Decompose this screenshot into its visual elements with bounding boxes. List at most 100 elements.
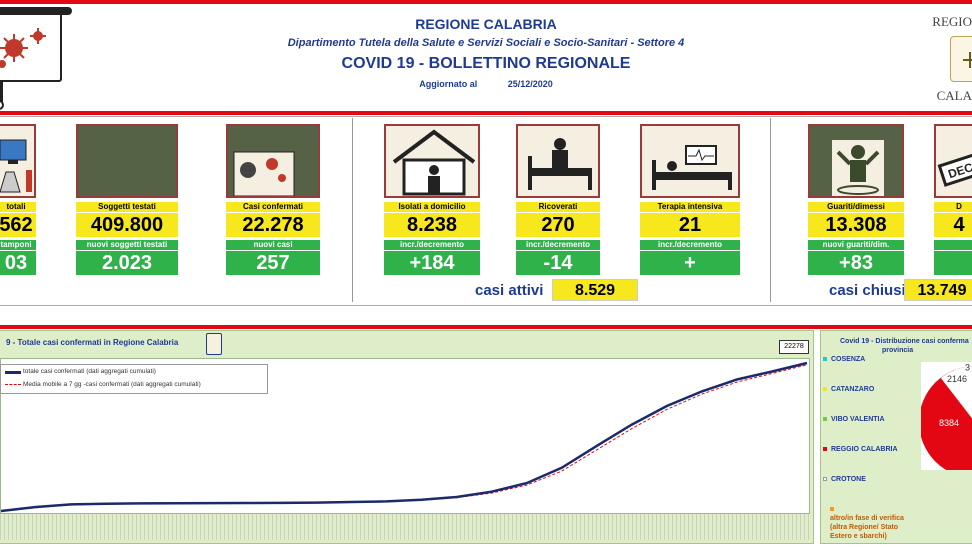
province-title: Covid 19 - Distribuzione casi conferma p… — [826, 337, 972, 355]
updated-line: Aggiornato al 25/12/2020 — [0, 79, 972, 89]
legend-dot-icon — [830, 507, 834, 512]
card-label: Guariti/dimessi — [808, 202, 904, 212]
note-line2: (altra Regione/ Stato — [830, 524, 899, 531]
recovered-picture — [808, 124, 904, 198]
line-chart — [0, 361, 808, 513]
tested-people-picture — [76, 124, 178, 198]
pie-area: 8384 2146 3 — [919, 362, 972, 478]
chart-title: 9 - Totale casi confermati in Regione Ca… — [6, 338, 179, 347]
note-line1: altro/in fase di verifica — [830, 515, 904, 522]
deceased-stamp-icon: DEC — [937, 145, 972, 187]
card-value: 4 — [934, 213, 972, 237]
card-label: D — [934, 202, 972, 212]
x-axis-ticks — [0, 514, 810, 540]
card-sub-label: nuovi guariti/dim. — [808, 240, 904, 250]
province-title-line1: Covid 19 - Distribuzione casi conferma — [840, 338, 969, 345]
card-sub-value — [934, 251, 972, 275]
card-value: 21 — [640, 213, 740, 237]
legend-swatch-total — [5, 371, 21, 374]
bottom-red-line — [0, 325, 972, 329]
virus-sign-icon — [0, 7, 72, 110]
card-label: Ricoverati — [516, 202, 600, 212]
legend-dot-icon — [823, 357, 827, 362]
card-value: 13.308 — [808, 213, 904, 237]
deceased-picture: DEC — [934, 124, 972, 198]
card-sub-value: 257 — [226, 251, 320, 275]
card-sub-label: incr./decremento — [384, 240, 480, 250]
chart-seal-icon — [206, 333, 222, 355]
region-logo: REGIO CALA — [932, 8, 972, 108]
card-sub-label — [934, 240, 972, 250]
mid-red-line — [0, 111, 972, 115]
card-sub-value: 03 — [0, 251, 36, 275]
recovered-person-icon — [832, 140, 884, 196]
home-isolation-picture — [384, 124, 480, 198]
card-label: Soggetti testati — [76, 202, 178, 212]
card-sub-label: nuovi casi — [226, 240, 320, 250]
pie-label-reggio: 8384 — [939, 418, 959, 428]
card-sub-label: nuovi soggetti testati — [76, 240, 178, 250]
hospital-bed-icon — [528, 138, 592, 190]
card-sub-value: +83 — [808, 251, 904, 275]
card-sub-label: tamponi — [0, 240, 36, 250]
hospitalized-picture — [516, 124, 600, 198]
closed-cases-label: casi chiusi — [829, 282, 906, 299]
note-line3: Estero e sbarchi) — [830, 533, 887, 540]
house-icon — [392, 129, 476, 196]
card-sub-value: +184 — [384, 251, 480, 275]
icu-bed-icon — [652, 145, 732, 190]
card-label: totali — [0, 202, 36, 212]
bulletin-title: COVID 19 - BOLLETTINO REGIONALE — [341, 55, 631, 72]
card-value: 562 — [0, 213, 36, 237]
card-sub-label: incr./decremento — [640, 240, 740, 250]
department-title: Dipartimento Tutela della Salute e Servi… — [287, 37, 685, 49]
legend-dot-icon — [823, 477, 827, 482]
card-sub-value: -14 — [516, 251, 600, 275]
computer-lab-icon — [0, 139, 32, 193]
card-label: Terapia intensiva — [640, 202, 740, 212]
active-cases-value: 8.529 — [552, 279, 638, 301]
closed-cases-value: 13.749 — [904, 279, 972, 301]
province-cosenza: COSENZA — [823, 356, 865, 363]
chart-end-label: 22278 — [779, 340, 809, 354]
card-sub-value: 2.023 — [76, 251, 178, 275]
pie-label-catanzaro: 2146 — [947, 374, 967, 384]
legend-item-avg: Media mobile a 7 gg -casi confermati (da… — [23, 381, 201, 388]
pie-label-small: 3 — [965, 362, 970, 372]
legend-dot-icon — [823, 387, 827, 392]
card-label: Isolati a domicilio — [384, 202, 480, 212]
logo-text-bottom: CALA — [936, 88, 972, 103]
province-crotone: CROTONE — [823, 476, 866, 483]
sick-person-icon — [233, 151, 295, 196]
card-label: Casi confermati — [226, 202, 320, 212]
province-pie-chart: 8384 2146 3 — [919, 362, 972, 478]
intensive-care-picture — [640, 124, 740, 198]
confirmed-cases-picture — [226, 124, 320, 198]
tests-picture — [0, 124, 36, 198]
province-title-line2: provincia — [882, 347, 914, 354]
region-seal-icon — [950, 36, 972, 82]
province-vibo: VIBO VALENTIA — [823, 416, 885, 423]
card-sub-value: + — [640, 251, 740, 275]
updated-date: 25/12/2020 — [507, 79, 553, 89]
separator — [352, 118, 353, 302]
card-sub-label: incr./decremento — [516, 240, 600, 250]
card-value: 270 — [516, 213, 600, 237]
series-line-total — [0, 361, 808, 513]
pie-slice-catanzaro — [940, 365, 972, 419]
legend-dot-icon — [823, 417, 827, 422]
province-catanzaro: CATANZARO — [823, 386, 874, 393]
logo-text-top: REGIO — [932, 14, 972, 29]
legend-swatch-avg — [5, 384, 21, 385]
people-crowd-icon — [78, 126, 176, 196]
region-title: REGIONE CALABRIA — [415, 16, 557, 32]
active-cases-label: casi attivi — [475, 282, 544, 299]
card-value: 409.800 — [76, 213, 178, 237]
updated-label: Aggiornato al — [419, 79, 478, 89]
card-value: 22.278 — [226, 213, 320, 237]
card-value: 8.238 — [384, 213, 480, 237]
separator — [770, 118, 771, 302]
province-other-note: altro/in fase di verifica (altra Regione… — [830, 505, 904, 541]
legend-item-total: totale casi confermati (dati aggregati c… — [23, 368, 156, 375]
